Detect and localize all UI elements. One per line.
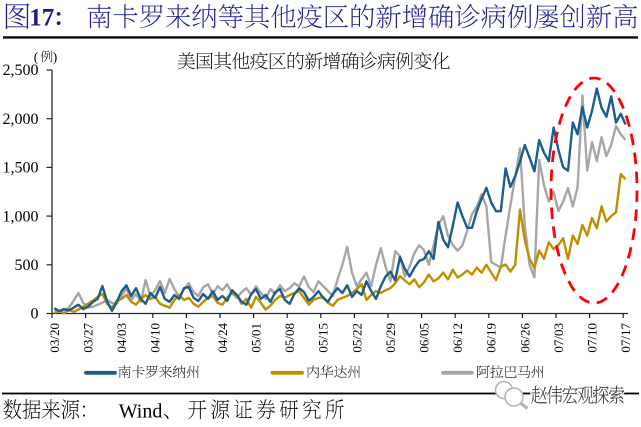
svg-text:04/03: 04/03 <box>114 323 129 353</box>
svg-text:05/29: 05/29 <box>383 323 398 353</box>
svg-text:2,500: 2,500 <box>3 62 39 79</box>
svg-text:Wind: Wind <box>119 401 163 423</box>
svg-text:500: 500 <box>15 257 39 274</box>
svg-text:06/19: 06/19 <box>484 323 499 353</box>
svg-text:07/17: 07/17 <box>618 323 633 353</box>
svg-text:03/20: 03/20 <box>47 323 62 353</box>
svg-text:05/01: 05/01 <box>249 323 264 353</box>
svg-text:04/24: 04/24 <box>215 323 230 353</box>
svg-text:06/26: 06/26 <box>517 323 532 353</box>
svg-text:05/08: 05/08 <box>282 323 297 353</box>
svg-text:03/27: 03/27 <box>81 323 96 353</box>
svg-text:1,500: 1,500 <box>3 160 39 177</box>
svg-text:07/03: 07/03 <box>551 323 566 353</box>
svg-text:2,000: 2,000 <box>3 111 39 128</box>
svg-text:0: 0 <box>31 306 39 323</box>
svg-text:(: ( <box>34 49 39 64</box>
svg-text:06/05: 06/05 <box>417 323 432 353</box>
svg-text:07/10: 07/10 <box>585 323 600 353</box>
svg-text:04/10: 04/10 <box>148 323 163 353</box>
svg-text:04/17: 04/17 <box>181 323 196 353</box>
svg-text:05/22: 05/22 <box>349 323 364 353</box>
svg-text:06/12: 06/12 <box>450 323 465 353</box>
svg-text:17: 17 <box>29 5 54 32</box>
svg-text:1,000: 1,000 <box>3 208 39 225</box>
svg-text:05/15: 05/15 <box>316 323 331 353</box>
svg-text:): ) <box>53 49 58 64</box>
